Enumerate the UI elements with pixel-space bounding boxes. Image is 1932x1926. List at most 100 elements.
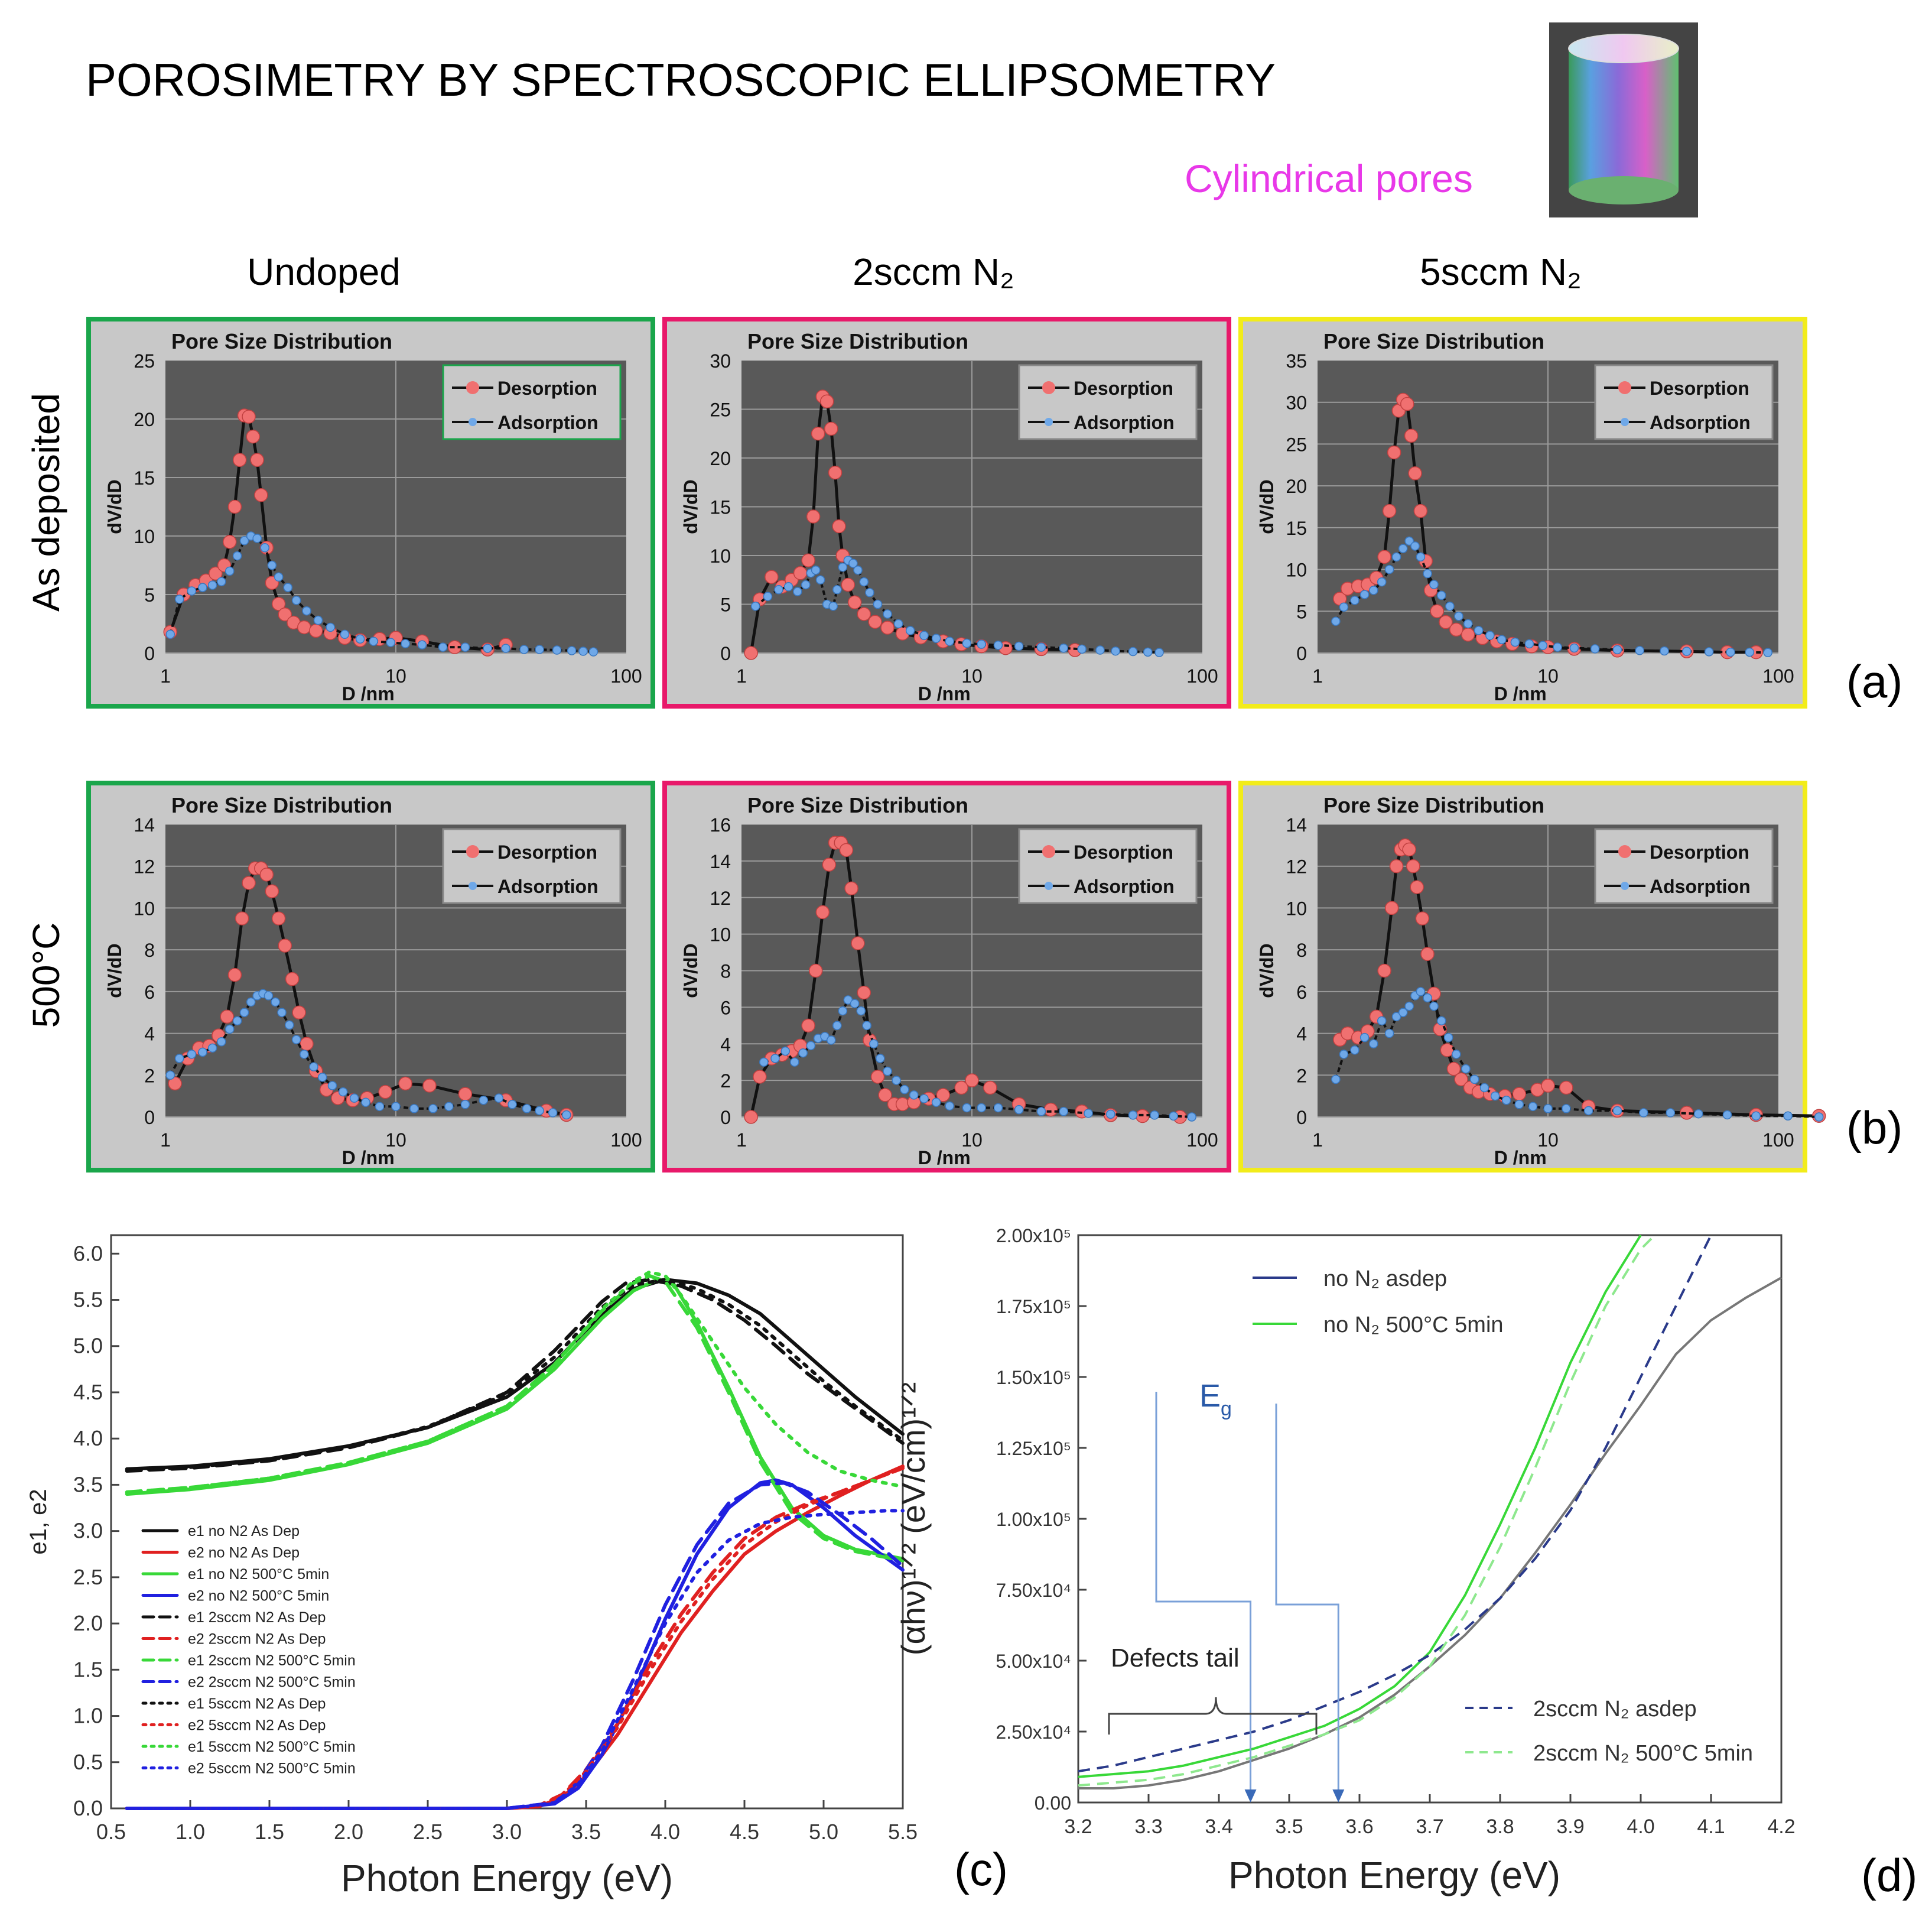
adsorption-point [1359,590,1370,599]
adsorption-point [567,646,577,655]
adsorption-point [919,631,929,641]
adsorption-point [931,1097,941,1107]
chart-title: Pore Size Distribution [171,329,392,353]
desorption-point [965,1073,979,1087]
x-tick-label: 100 [1762,665,1794,687]
tauc-plot-chart: 3.2 3.3 3.4 3.5 3.6 3.7 3.8 3.9 4.0 4.1 4.2 0.00 2.5… [895,1225,1796,1896]
y-tick-label: 8 [1296,940,1307,961]
adsorption-point [1429,1001,1439,1011]
adsorption-point [1485,631,1495,641]
desorption-point [285,972,300,986]
legend-label: Adsorption [1650,876,1751,897]
adsorption-point [1590,644,1600,654]
y-tick-label: 25 [134,350,155,372]
x-tick-label: 100 [1762,1129,1794,1151]
legend-label: no N₂ asdep [1323,1266,1447,1291]
adsorption-point [1369,1039,1378,1048]
adsorption-point [1187,1112,1196,1122]
desorption-point [857,985,871,1000]
adsorption-point [479,1095,489,1105]
adsorption-point [790,1057,799,1067]
adsorption-point [806,1041,816,1051]
desorption-point [824,421,838,436]
y-tick-label: 0.00 [1035,1792,1071,1814]
y-tick-label: 16 [710,814,731,836]
legend-desorption-marker [1618,845,1631,858]
x-axis-label: D /nm [918,1147,971,1168]
legend-box [442,828,622,904]
psd-chart-5sccm-500c: Pore Size Distribution 0 2 4 6 8 10 12 14 1 10 100 D… [1238,781,1826,1173]
chart-title: Pore Size Distribution [747,793,968,817]
legend-label: e1 2sccm N2 500°C 5min [188,1652,356,1669]
cylindrical-pore-icon [1549,22,1698,217]
desorption-point [954,1080,968,1095]
adsorption-point [1128,647,1138,657]
desorption-point [1440,1043,1455,1057]
y-tick-label: 25 [1286,434,1307,455]
adsorption-point [1410,541,1420,551]
x-tick-label: 3.0 [492,1820,522,1844]
x-tick-label: 1 [736,1129,747,1151]
desorption-point [1389,859,1404,873]
adsorption-point [838,1006,848,1016]
x-tick-label: 10 [385,1129,406,1151]
x-tick-label: 1 [160,1129,171,1151]
y-tick-label: 10 [1286,898,1307,919]
desorption-point [870,1070,885,1084]
pore-type-label: Cylindrical pores [1185,157,1473,200]
adsorption-point [1036,1106,1046,1116]
y-tick-label: 4 [720,1034,731,1055]
x-tick-label: 0.5 [96,1820,126,1844]
adsorption-point [919,1094,929,1103]
legend-label: Desorption [1074,842,1173,863]
adsorption-point [853,566,863,575]
y-tick-label: 4.0 [73,1426,103,1450]
desorption-point [250,453,264,467]
y-tick-label: 30 [710,350,731,372]
x-tick-label: 2.5 [413,1820,443,1844]
legend-adsorption-marker [1621,418,1629,426]
legend-label: Desorption [497,378,597,399]
desorption-point [265,884,279,898]
legend-label: 2sccm N₂ asdep [1533,1697,1697,1722]
desorption-point [278,938,292,953]
adsorption-point [1036,642,1046,652]
adsorption-point [1154,648,1164,657]
adsorption-point [1454,612,1463,621]
adsorption-point [1583,1106,1593,1116]
panel-tag-a: (a) [1846,655,1902,707]
y-tick-label: 30 [1286,392,1307,414]
adsorption-point [859,577,869,587]
y-tick-label: 10 [134,526,155,547]
x-axis-label: D /nm [342,1147,395,1168]
desorption-point [844,881,858,896]
adsorption-point [327,1081,337,1090]
y-tick-label: 2.0 [73,1611,103,1635]
adsorption-point [588,647,599,657]
x-axis-label: D /nm [918,683,971,704]
desorption-point [300,1037,314,1051]
adsorption-point [1128,1110,1138,1120]
legend-desorption-marker [1042,845,1055,858]
x-axis-label: D /nm [1494,1147,1547,1168]
adsorption-point [386,638,396,647]
x-tick-label: 1.5 [255,1820,284,1844]
desorption-point [1043,1102,1058,1117]
series-line [125,1278,905,1472]
adsorption-point [945,636,954,646]
adsorption-point [856,1006,866,1016]
x-tick-label: 3.5 [1275,1815,1303,1838]
desorption-point [398,1076,412,1091]
adsorption-point [508,1100,517,1109]
adsorption-point [1524,639,1534,649]
adsorption-point [409,1104,419,1113]
adsorption-point [522,1104,532,1113]
desorption-point [1420,947,1435,961]
y-tick-label: 14 [134,814,155,836]
desorption-point [1430,604,1444,619]
x-tick-label: 5.5 [888,1820,918,1844]
legend-label: Adsorption [1074,876,1175,897]
adsorption-point [401,639,410,648]
adsorption-point [217,1037,226,1047]
y-axis-label: (αhν)¹ᐟ² (eV/cm)¹ᐟ² [895,1382,932,1655]
